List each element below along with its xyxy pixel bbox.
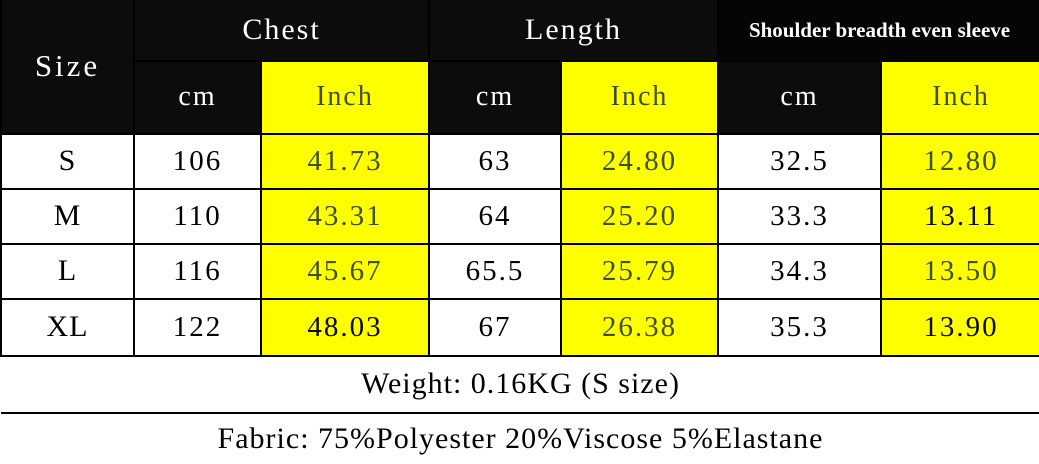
weight-note: Weight: 0.16KG (S size) bbox=[1, 354, 1039, 413]
cell-xl-length-cm: 67 bbox=[428, 297, 562, 357]
cell-l-length-cm: 65.5 bbox=[428, 242, 562, 300]
header-size: Size bbox=[0, 0, 135, 135]
unit-length-inch: Inch bbox=[559, 60, 720, 135]
fabric-note-row: Fabric: 75%Polyester 20%Viscose 5%Elasta… bbox=[1, 411, 1039, 464]
unit-chest-inch: Inch bbox=[260, 60, 430, 135]
cell-size-m: M bbox=[0, 187, 135, 245]
cell-xl-chest-cm: 122 bbox=[133, 297, 262, 357]
header-length: Length bbox=[427, 0, 720, 63]
header-shoulder-breadth: Shoulder breadth even sleeve bbox=[717, 0, 1039, 63]
cell-s-length-cm: 63 bbox=[428, 132, 562, 190]
cell-l-shoulder-cm: 34.3 bbox=[717, 242, 883, 300]
cell-m-chest-inch: 43.31 bbox=[260, 187, 430, 245]
cell-m-shoulder-cm: 33.3 bbox=[717, 187, 883, 245]
cell-size-s: S bbox=[0, 132, 135, 190]
cell-m-length-inch: 25.20 bbox=[559, 187, 720, 245]
unit-shoulder-cm: cm bbox=[717, 60, 883, 135]
cell-s-shoulder-cm: 32.5 bbox=[717, 132, 883, 190]
cell-s-chest-cm: 106 bbox=[133, 132, 262, 190]
cell-xl-length-inch: 26.38 bbox=[559, 297, 720, 357]
cell-s-shoulder-inch: 12.80 bbox=[880, 132, 1039, 190]
header-group-row: Size Chest Length Shoulder breadth even … bbox=[0, 0, 1039, 135]
unit-chest-cm: cm bbox=[133, 60, 262, 135]
cell-m-length-cm: 64 bbox=[428, 187, 562, 245]
cell-l-shoulder-inch: 13.50 bbox=[880, 242, 1039, 300]
cell-l-chest-inch: 45.67 bbox=[260, 242, 430, 300]
table-row-s: S 106 41.73 63 24.80 32.5 12.80 bbox=[0, 132, 1039, 190]
cell-m-chest-cm: 110 bbox=[133, 187, 262, 245]
weight-note-row: Weight: 0.16KG (S size) bbox=[1, 354, 1039, 413]
cell-s-length-inch: 24.80 bbox=[559, 132, 720, 190]
cell-size-l: L bbox=[0, 242, 135, 300]
fabric-note: Fabric: 75%Polyester 20%Viscose 5%Elasta… bbox=[1, 411, 1039, 464]
unit-shoulder-inch: Inch bbox=[880, 60, 1039, 135]
cell-xl-chest-inch: 48.03 bbox=[260, 297, 430, 357]
cell-size-xl: XL bbox=[0, 297, 135, 357]
cell-xl-shoulder-cm: 35.3 bbox=[717, 297, 883, 357]
cell-s-chest-inch: 41.73 bbox=[260, 132, 430, 190]
unit-length-cm: cm bbox=[428, 60, 562, 135]
cell-xl-shoulder-inch: 13.90 bbox=[880, 297, 1039, 357]
header-units-row: cm Inch cm Inch cm Inch bbox=[1, 60, 1039, 135]
cell-l-chest-cm: 116 bbox=[133, 242, 262, 300]
cell-l-length-inch: 25.79 bbox=[559, 242, 720, 300]
header-chest: Chest bbox=[133, 0, 430, 63]
cell-m-shoulder-inch: 13.11 bbox=[880, 187, 1039, 245]
table-row-xl: XL 122 48.03 67 26.38 35.3 13.90 bbox=[0, 297, 1039, 357]
table-row-m: M 110 43.31 64 25.20 33.3 13.11 bbox=[0, 187, 1039, 245]
table-row-l: L 116 45.67 65.5 25.79 34.3 13.50 bbox=[0, 242, 1039, 300]
